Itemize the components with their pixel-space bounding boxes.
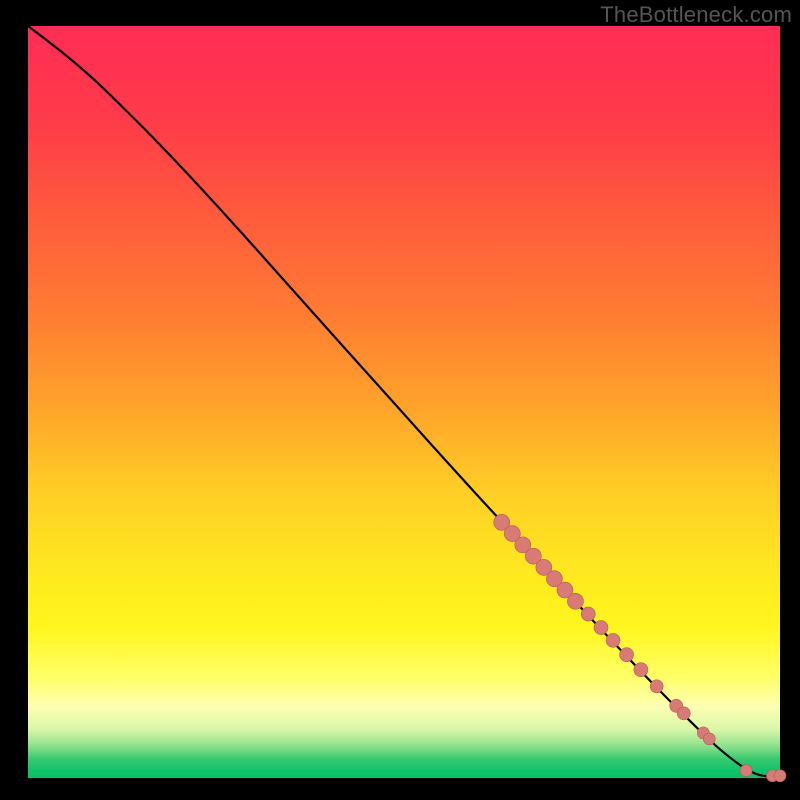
marker-point [567,593,583,609]
chart-stage: TheBottleneck.com [0,0,800,800]
marker-point [634,663,648,677]
marker-point [677,707,690,720]
marker-point [703,733,715,745]
watermark-text: TheBottleneck.com [600,2,792,28]
marker-point [594,621,608,635]
marker-point [606,633,620,647]
chart-svg [0,0,800,800]
marker-point [581,607,595,621]
plot-background [28,26,780,778]
marker-point [740,764,752,776]
marker-point [774,770,786,782]
marker-point [650,680,663,693]
marker-point [620,648,634,662]
